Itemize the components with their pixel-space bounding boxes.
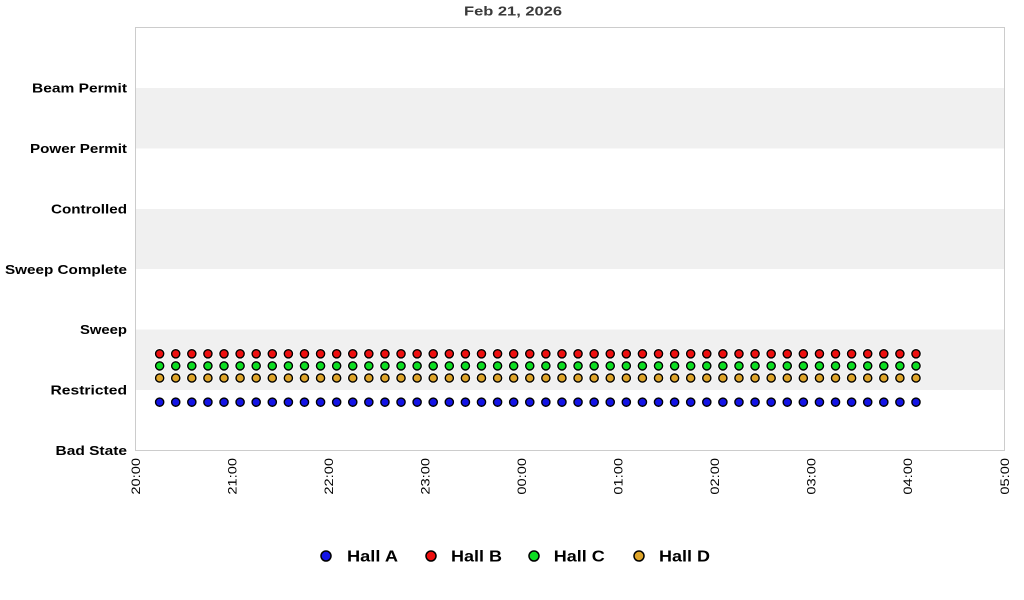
svg-text:Hall D: Hall D — [659, 549, 710, 566]
svg-text:Hall C: Hall C — [554, 549, 606, 566]
svg-text:Hall B: Hall B — [451, 549, 502, 566]
svg-text:00:00: 00:00 — [515, 458, 529, 495]
svg-text:Bad State: Bad State — [56, 443, 128, 458]
svg-text:21:00: 21:00 — [225, 458, 239, 495]
svg-text:Sweep Complete: Sweep Complete — [5, 262, 127, 277]
svg-text:Feb 21, 2026: Feb 21, 2026 — [464, 4, 562, 19]
svg-text:05:00: 05:00 — [998, 458, 1012, 495]
svg-text:Hall A: Hall A — [347, 549, 399, 566]
svg-text:01:00: 01:00 — [612, 458, 626, 495]
svg-text:04:00: 04:00 — [901, 458, 915, 495]
svg-text:Beam Permit: Beam Permit — [32, 81, 128, 96]
svg-text:20:00: 20:00 — [129, 458, 143, 495]
svg-text:Controlled: Controlled — [51, 201, 127, 216]
svg-text:22:00: 22:00 — [322, 458, 336, 495]
svg-text:02:00: 02:00 — [708, 458, 722, 495]
svg-text:Power Permit: Power Permit — [30, 141, 128, 156]
svg-text:Sweep: Sweep — [80, 322, 127, 337]
svg-text:23:00: 23:00 — [418, 458, 432, 495]
svg-text:03:00: 03:00 — [805, 458, 819, 495]
svg-text:Restricted: Restricted — [51, 383, 128, 398]
